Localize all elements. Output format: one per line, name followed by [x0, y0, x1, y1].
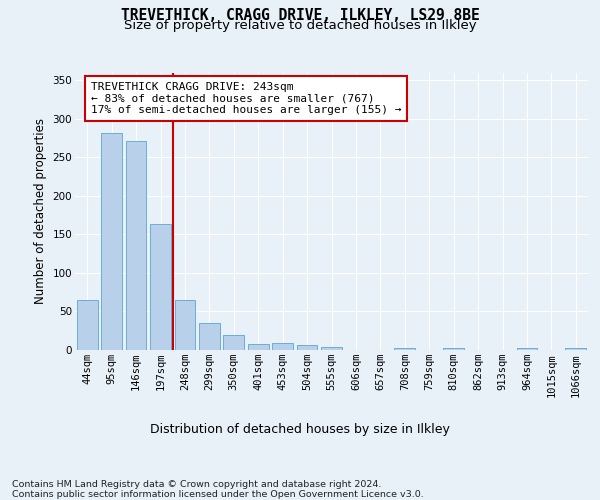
Bar — [248, 344, 269, 350]
Text: TREVETHICK CRAGG DRIVE: 243sqm
← 83% of detached houses are smaller (767)
17% of: TREVETHICK CRAGG DRIVE: 243sqm ← 83% of … — [91, 82, 401, 115]
Text: Size of property relative to detached houses in Ilkley: Size of property relative to detached ho… — [124, 18, 476, 32]
Bar — [101, 132, 122, 350]
Bar — [77, 300, 98, 350]
Bar — [175, 300, 196, 350]
Text: TREVETHICK, CRAGG DRIVE, ILKLEY, LS29 8BE: TREVETHICK, CRAGG DRIVE, ILKLEY, LS29 8B… — [121, 8, 479, 22]
Text: Contains HM Land Registry data © Crown copyright and database right 2024.
Contai: Contains HM Land Registry data © Crown c… — [12, 480, 424, 499]
Bar — [199, 323, 220, 350]
Bar — [443, 348, 464, 350]
Bar — [223, 334, 244, 350]
Text: Distribution of detached houses by size in Ilkley: Distribution of detached houses by size … — [150, 422, 450, 436]
Bar — [517, 348, 538, 350]
Bar — [321, 347, 342, 350]
Bar — [394, 348, 415, 350]
Y-axis label: Number of detached properties: Number of detached properties — [34, 118, 47, 304]
Bar — [125, 141, 146, 350]
Bar — [150, 224, 171, 350]
Bar — [565, 348, 586, 350]
Bar — [296, 346, 317, 350]
Bar — [272, 343, 293, 350]
